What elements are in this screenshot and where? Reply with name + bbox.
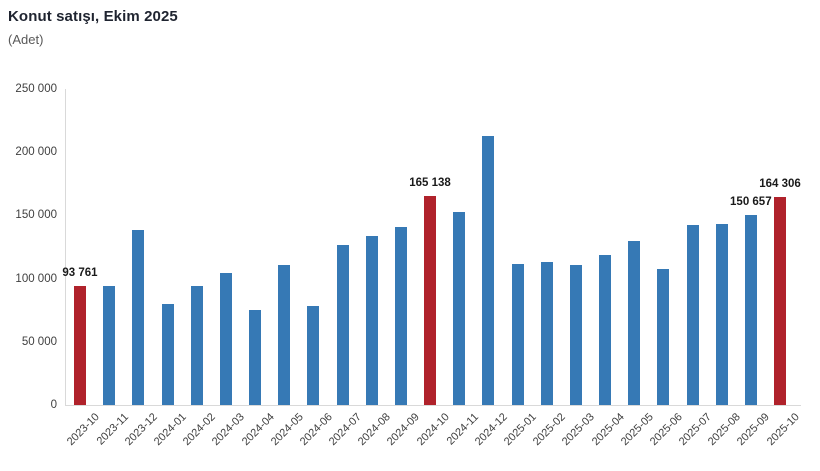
- bar-2025-04[interactable]: [599, 255, 611, 405]
- value-label-2023-10: 93 761: [62, 267, 98, 279]
- bar-2024-09[interactable]: [394, 227, 407, 405]
- y-tick-0: 0: [50, 399, 57, 411]
- value-label-2024-10: 165 138: [409, 177, 451, 189]
- y-tick-50000: 50 000: [21, 335, 57, 348]
- y-tick-250000: 250 000: [15, 83, 57, 95]
- x-tick-2025-10: 2025-10: [764, 411, 802, 449]
- bar-2024-03[interactable]: [219, 273, 232, 405]
- bar-2025-02[interactable]: [540, 262, 553, 405]
- bar-2024-07[interactable]: [336, 245, 349, 405]
- bar-2024-08[interactable]: [365, 236, 378, 405]
- y-tick-100000: 100 000: [15, 272, 57, 285]
- bar-2023-10[interactable]: [74, 286, 86, 405]
- bar-2025-03[interactable]: [569, 265, 582, 405]
- bar-2025-06[interactable]: [657, 269, 670, 405]
- bar-2025-01[interactable]: [511, 264, 524, 405]
- chart-unit-label: (Adet): [8, 32, 44, 47]
- bar-2025-08[interactable]: [715, 224, 728, 405]
- bar-2024-05[interactable]: [278, 265, 291, 405]
- value-label-2025-10: 164 306: [759, 178, 801, 190]
- bar-2025-09[interactable]: [744, 215, 757, 405]
- plot-area: [65, 89, 801, 406]
- bar-2024-12[interactable]: [482, 136, 495, 405]
- y-tick-150000: 150 000: [15, 209, 57, 222]
- bar-2025-10[interactable]: [774, 197, 786, 405]
- value-label-2025-09: 150 657: [730, 196, 772, 208]
- bar-2024-06[interactable]: [307, 306, 320, 405]
- bar-2025-05[interactable]: [628, 241, 641, 405]
- y-tick-200000: 200 000: [15, 146, 57, 159]
- bar-2024-02[interactable]: [190, 286, 203, 405]
- bar-2024-01[interactable]: [161, 304, 174, 405]
- bar-2024-04[interactable]: [249, 310, 261, 405]
- bar-2023-12[interactable]: [132, 230, 145, 405]
- x-tick-2024-10: 2024-10: [414, 411, 452, 449]
- bar-2024-10[interactable]: [424, 196, 436, 405]
- bar-2023-11[interactable]: [103, 286, 116, 405]
- bar-2024-11[interactable]: [453, 212, 466, 405]
- x-tick-2023-10: 2023-10: [64, 411, 102, 449]
- chart-title: Konut satışı, Ekim 2025: [8, 8, 178, 25]
- bar-2025-07[interactable]: [686, 225, 699, 405]
